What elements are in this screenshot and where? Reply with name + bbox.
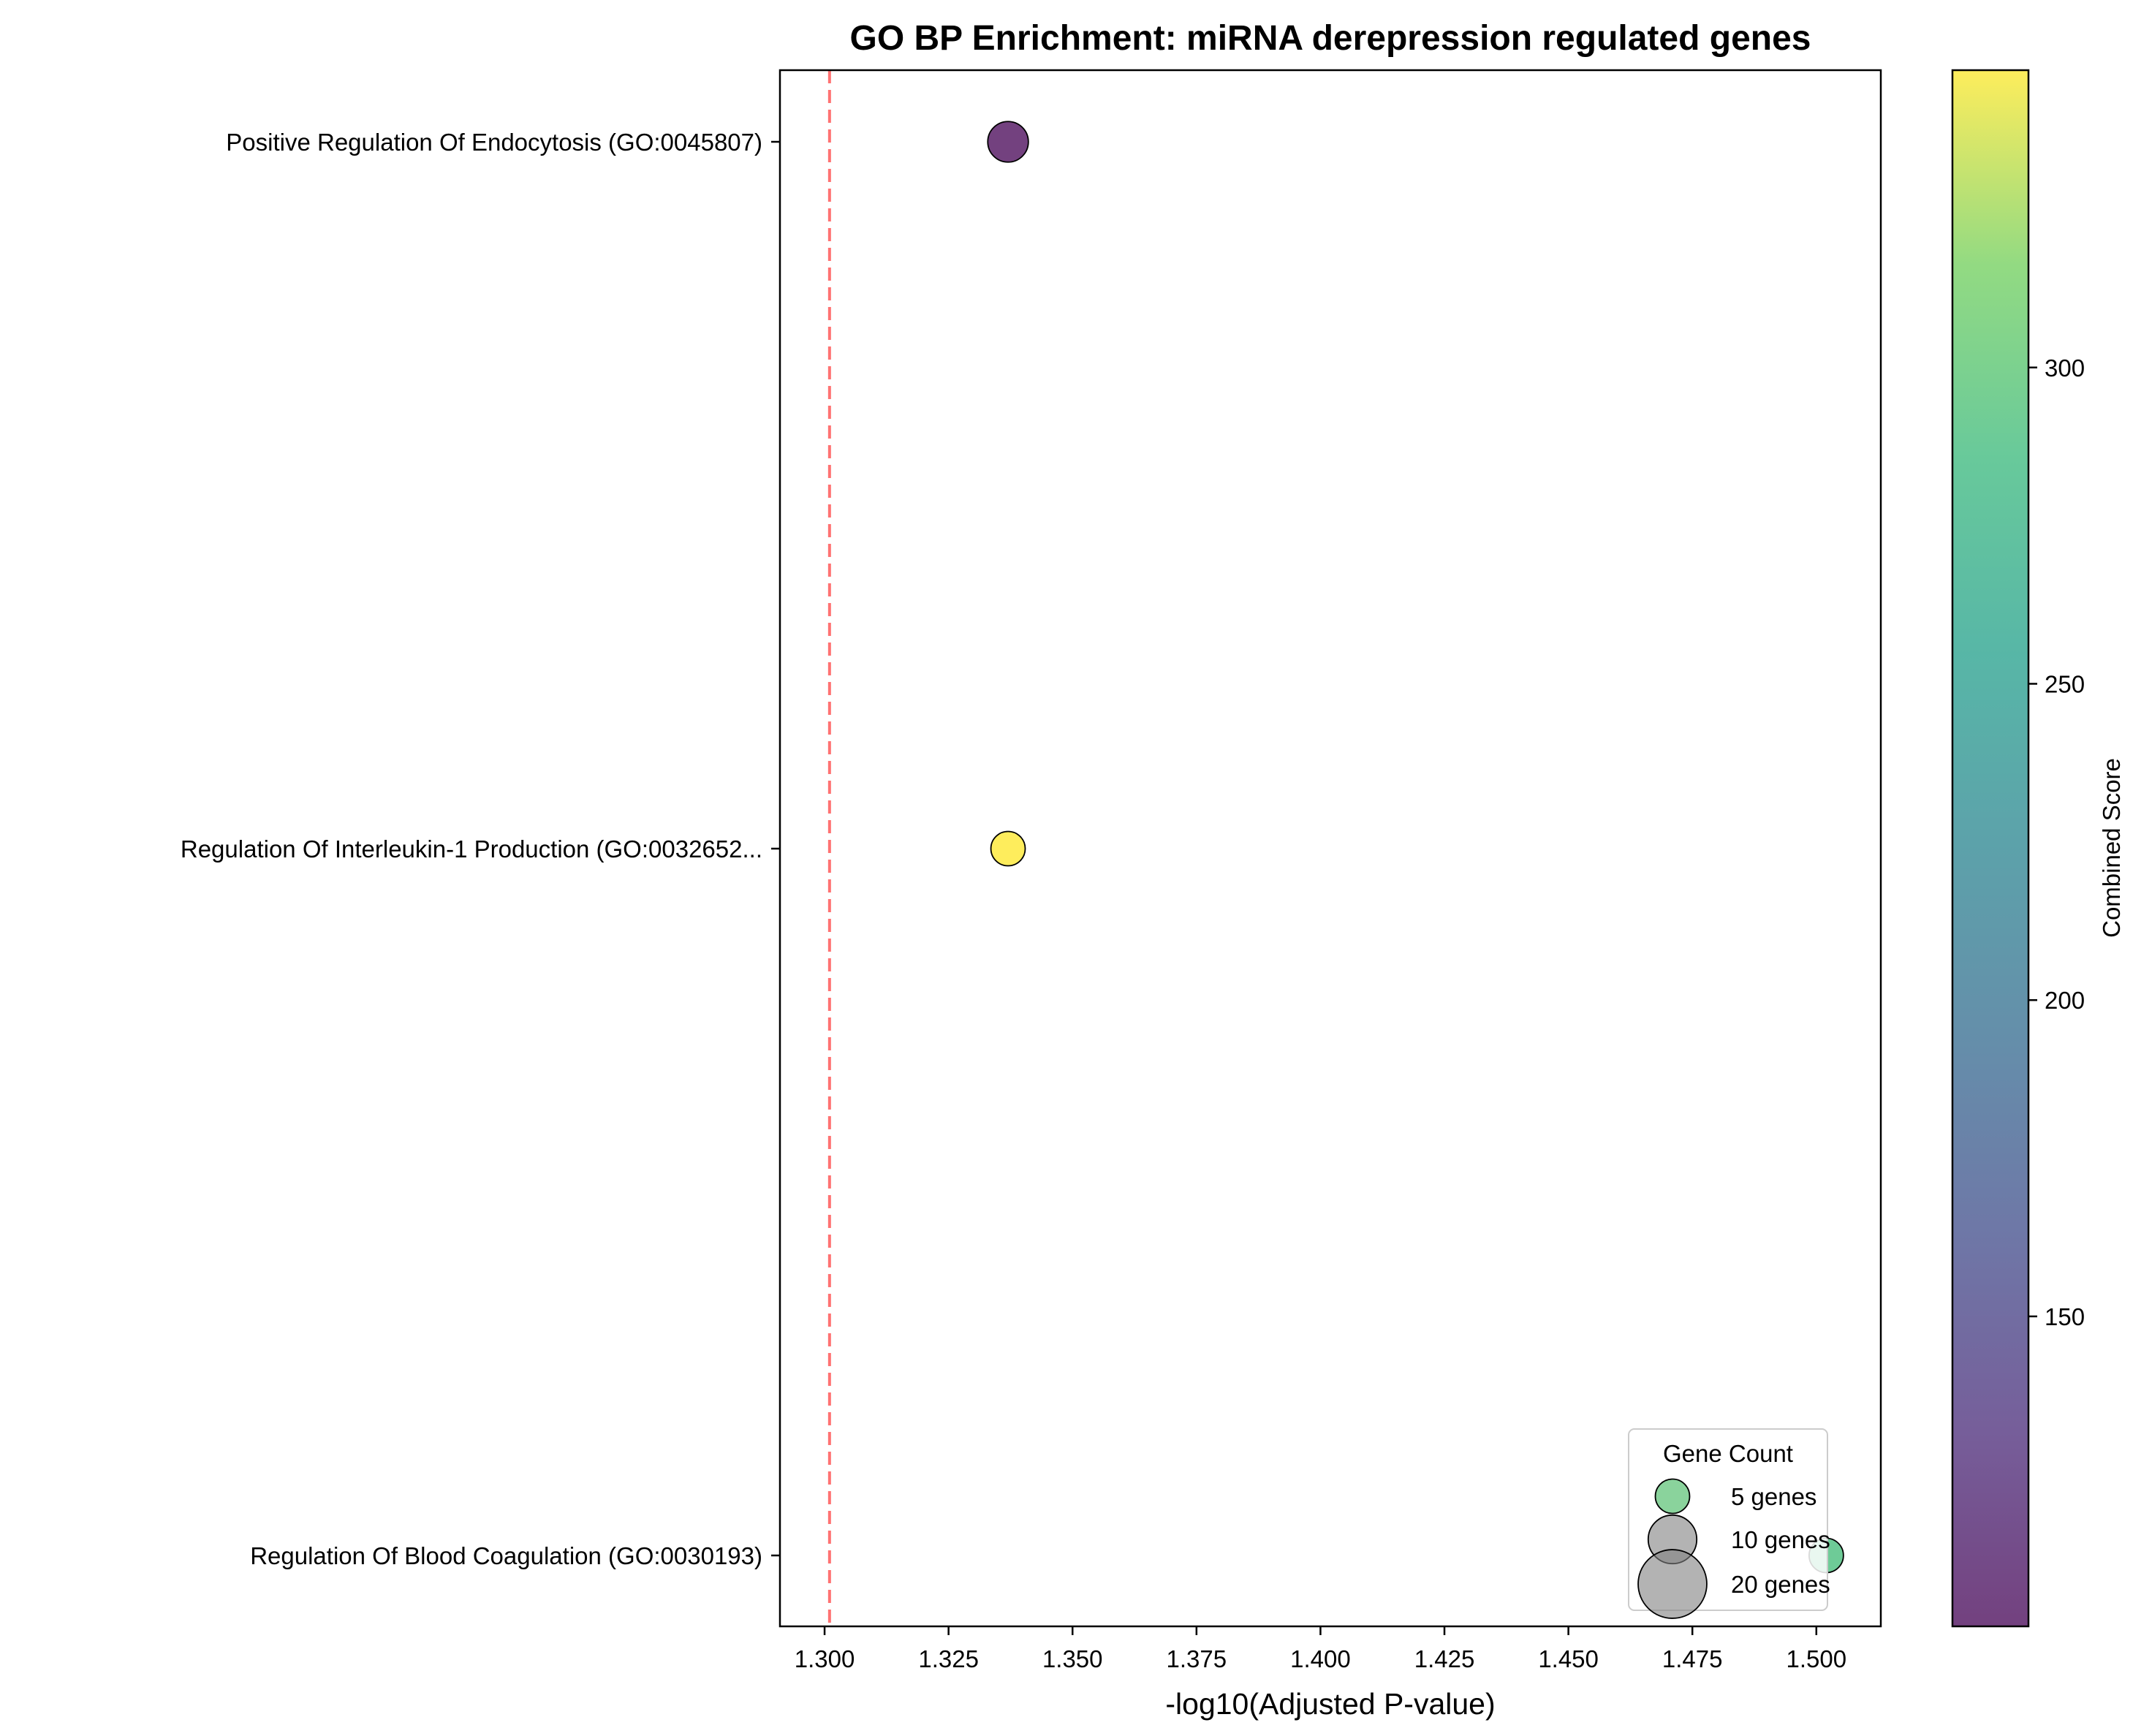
colorbar-tick-label: 150 — [2045, 1303, 2085, 1330]
legend-label: 5 genes — [1731, 1483, 1816, 1510]
colorbar-tick-label: 300 — [2045, 355, 2085, 382]
x-axis-label: -log10(Adjusted P-value) — [1165, 1687, 1495, 1721]
x-tick-label: 1.375 — [1167, 1645, 1227, 1672]
colorbar-tick-label: 200 — [2045, 987, 2085, 1014]
legend-label: 10 genes — [1731, 1526, 1830, 1553]
x-tick-label: 1.300 — [795, 1645, 855, 1672]
plot-area: 1.300 1.325 1.350 1.375 1.400 1.425 1.450 1.475… — [181, 70, 1846, 1672]
plot-frame — [778, 69, 1882, 1628]
y-tick-label: Regulation Of Interleukin-1 Production (… — [181, 835, 762, 863]
colorbar-frame — [1951, 69, 2030, 1628]
x-tick-label: 1.425 — [1414, 1645, 1475, 1672]
y-tick-label: Regulation Of Blood Coagulation (GO:0030… — [250, 1542, 762, 1569]
legend-marker — [1654, 1478, 1691, 1515]
x-tick-label: 1.350 — [1042, 1645, 1103, 1672]
chart-title: GO BP Enrichment: miRNA derepression reg… — [850, 19, 1811, 58]
legend-title: Gene Count — [1663, 1440, 1793, 1467]
x-tick-label: 1.400 — [1290, 1645, 1351, 1672]
x-tick-label: 1.450 — [1538, 1645, 1599, 1672]
x-tick-label: 1.500 — [1787, 1645, 1847, 1672]
x-tick-label: 1.475 — [1662, 1645, 1723, 1672]
colorbar-tick-label: 250 — [2045, 670, 2085, 697]
x-tick-label: 1.325 — [918, 1645, 979, 1672]
data-point — [990, 830, 1026, 867]
y-tick-label: Positive Regulation Of Endocytosis (GO:0… — [226, 129, 762, 156]
legend: Gene Count 5 genes 10 genes 20 genes — [1628, 1428, 1830, 1619]
legend-label: 20 genes — [1731, 1571, 1830, 1598]
legend-marker — [1637, 1549, 1708, 1619]
colorbar-gradient — [1952, 70, 2028, 1626]
colorbar: Combined Score 150 200 250 300 — [1951, 69, 2125, 1628]
colorbar-label: Combined Score — [2098, 758, 2125, 938]
data-point — [987, 121, 1029, 163]
